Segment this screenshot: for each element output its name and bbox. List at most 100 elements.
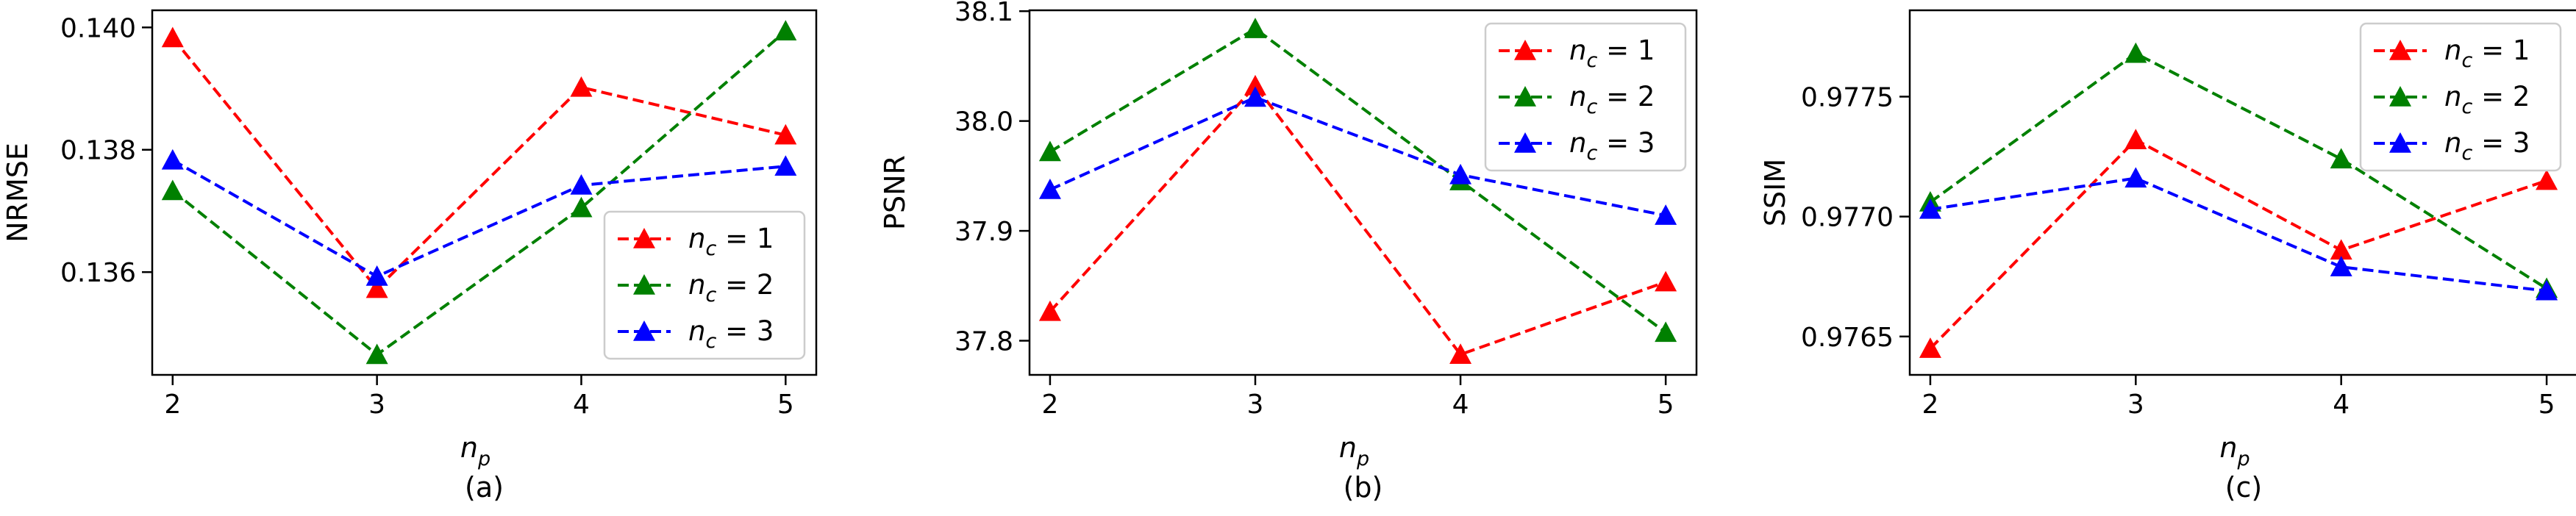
legend-marker — [633, 274, 655, 295]
legend-label: nc = 3 — [2444, 127, 2530, 165]
data-point — [1919, 198, 1941, 219]
data-point — [2124, 129, 2147, 149]
legend-marker — [2389, 86, 2411, 107]
panel-caption: (c) — [2225, 471, 2263, 504]
axes-frame — [151, 9, 818, 376]
y-tick-label: 0.9775 — [1801, 82, 1894, 112]
data-point — [570, 174, 593, 195]
legend-box — [603, 210, 806, 360]
plot-area — [1919, 42, 2558, 358]
data-point — [1449, 343, 1472, 364]
x-axis-label: np — [2219, 431, 2249, 470]
x-axis-label: np — [460, 431, 490, 470]
legend: nc = 1 nc = 2 nc = 3 — [603, 210, 806, 360]
x-tick-label: 2 — [1922, 390, 1938, 420]
series-line-2 — [171, 29, 787, 357]
y-tick-label: 0.9770 — [1801, 203, 1894, 233]
legend-box — [1484, 22, 1687, 172]
plot-area — [1038, 18, 1677, 364]
y-axis-label: PSNR — [879, 155, 911, 230]
x-tick-label: 5 — [2538, 390, 2555, 420]
x-tick-label: 3 — [368, 390, 385, 420]
x-tick-label: 2 — [164, 390, 181, 420]
series-line-1 — [171, 37, 786, 291]
legend-marker — [1514, 86, 1536, 107]
data-point — [570, 76, 593, 97]
legend-label: nc = 1 — [1569, 35, 1655, 72]
panel-caption: (b) — [1344, 471, 1383, 504]
data-point — [2330, 148, 2352, 169]
data-point — [1655, 204, 1677, 225]
y-axis-label: NRMSE — [1, 143, 34, 243]
series-line-2 — [1929, 51, 2548, 290]
legend-label: nc = 2 — [1569, 81, 1655, 118]
y-tick-label: 37.9 — [955, 217, 1013, 247]
legend-marker — [633, 228, 655, 248]
data-point — [365, 265, 388, 286]
legend-label: nc = 3 — [688, 315, 774, 353]
x-axis-label: np — [1339, 431, 1369, 470]
series-line-1 — [1929, 137, 2547, 350]
data-point — [1449, 163, 1472, 184]
legend-label: nc = 2 — [688, 269, 774, 307]
y-tick-label: 0.9765 — [1801, 323, 1894, 353]
x-tick-label: 4 — [2333, 390, 2350, 420]
data-point — [774, 20, 797, 41]
y-tick-label: 0.140 — [60, 13, 136, 43]
series-line-1 — [1049, 83, 1666, 356]
data-point — [1919, 337, 1941, 358]
data-point — [161, 26, 184, 48]
x-tick-label: 4 — [573, 390, 590, 420]
data-point — [365, 343, 388, 365]
data-point — [1655, 321, 1677, 343]
series-line-3 — [171, 159, 786, 279]
x-tick-label: 3 — [2127, 390, 2144, 420]
data-point — [1244, 86, 1266, 107]
data-point — [1038, 179, 1061, 199]
data-point — [774, 123, 797, 145]
data-point — [2330, 256, 2352, 276]
legend-marker — [2389, 40, 2411, 60]
legend: nc = 1 nc = 2 nc = 3 — [2359, 22, 2562, 172]
data-point — [161, 179, 184, 201]
legend-box — [2359, 22, 2562, 172]
x-tick-label: 5 — [777, 390, 794, 420]
data-point — [2330, 239, 2352, 260]
data-point — [2124, 42, 2147, 63]
data-point — [1038, 300, 1061, 321]
y-tick-label: 0.136 — [60, 258, 136, 288]
legend-marker — [2389, 132, 2411, 153]
x-tick-label: 3 — [1247, 390, 1264, 420]
y-tick-label: 38.1 — [955, 0, 1013, 27]
y-tick-label: 38.0 — [955, 107, 1013, 137]
data-point — [1244, 74, 1266, 96]
data-point — [570, 196, 593, 218]
legend: nc = 1 nc = 2 nc = 3 — [1484, 22, 1687, 172]
legend-label: nc = 1 — [2444, 35, 2530, 72]
data-point — [774, 155, 797, 176]
series-line-2 — [1049, 26, 1667, 334]
panel-caption: (a) — [465, 471, 504, 504]
y-tick-label: 37.8 — [955, 327, 1013, 357]
legend-label: nc = 2 — [2444, 81, 2530, 118]
plot-area — [161, 20, 797, 365]
axes-frame — [1908, 9, 2576, 376]
data-point — [1244, 18, 1266, 38]
x-tick-label: 4 — [1452, 390, 1469, 420]
legend-marker — [1514, 132, 1536, 153]
series-line-3 — [1930, 176, 2547, 293]
y-tick-label: 0.138 — [60, 136, 136, 166]
data-point — [2536, 279, 2558, 301]
y-axis-label: SSIM — [1759, 159, 1791, 226]
legend-label: nc = 3 — [1569, 127, 1655, 165]
data-point — [2124, 167, 2147, 188]
legend-marker — [1514, 40, 1536, 60]
data-point — [1655, 270, 1677, 292]
data-point — [1038, 140, 1061, 162]
x-tick-label: 5 — [1658, 390, 1674, 420]
